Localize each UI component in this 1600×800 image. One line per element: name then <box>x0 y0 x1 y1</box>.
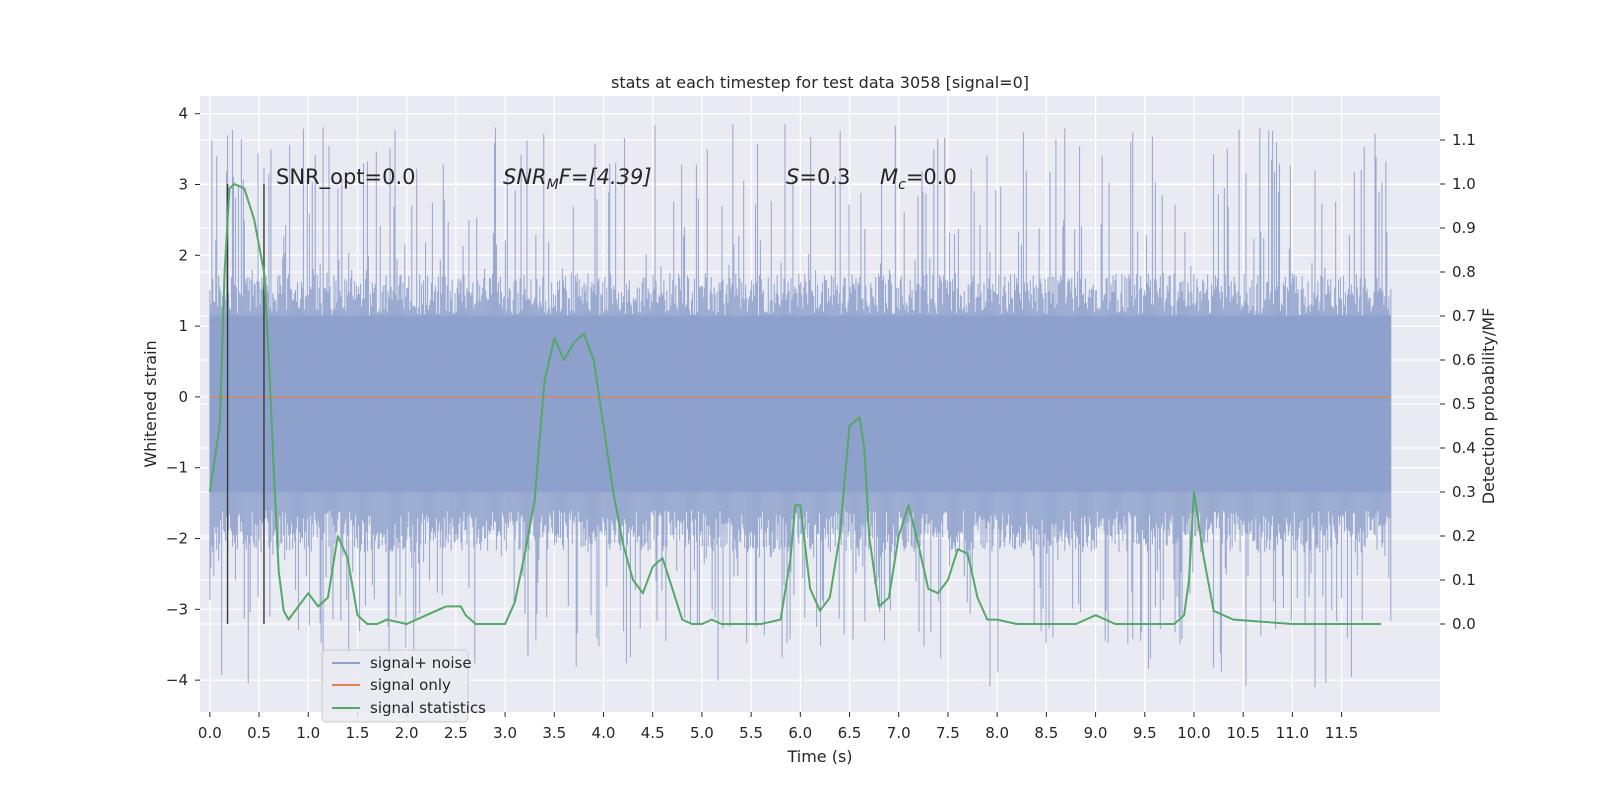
x-tick-label: 0.5 <box>247 724 271 742</box>
annotations: SNR_opt=0.0 SNRMF=[4.39] S=0.3 Mc=0.0 <box>276 165 957 193</box>
s-annotation: S=0.3 <box>786 165 850 189</box>
legend: signal+ noise signal only signal statist… <box>321 649 486 723</box>
x-tick-label: 7.0 <box>887 724 911 742</box>
mc-value: =0.0 <box>906 165 957 189</box>
y-left-tick-label: 1 <box>178 317 188 335</box>
x-tick-label: 2.5 <box>444 724 468 742</box>
y-right-tick-label: 0.7 <box>1452 307 1476 325</box>
y-right-tick-label: 0.4 <box>1452 439 1476 457</box>
x-tick-label: 10.5 <box>1226 724 1259 742</box>
snr-mf-annotation: SNRMF=[4.39] <box>503 165 652 193</box>
y-axis-left-label: Whitened strain <box>141 340 160 467</box>
y-right-tick-label: 0.3 <box>1452 483 1476 501</box>
x-axis-label: Time (s) <box>786 747 852 766</box>
y-right-tick-label: 0.9 <box>1452 219 1476 237</box>
y-left-tick-label: −2 <box>166 530 188 548</box>
x-tick-label: 11.0 <box>1276 724 1309 742</box>
x-tick-label: 0.0 <box>198 724 222 742</box>
x-tick-label: 2.0 <box>395 724 419 742</box>
y-left-tick-label: 4 <box>178 105 188 123</box>
y-right-tick-label: 0.1 <box>1452 571 1476 589</box>
legend-label-signal-noise: signal+ noise <box>370 654 472 672</box>
x-tick-label: 10.0 <box>1177 724 1210 742</box>
y-left-tick-label: −1 <box>166 459 188 477</box>
x-tick-label: 5.0 <box>690 724 714 742</box>
x-tick-label: 4.0 <box>592 724 616 742</box>
mc-annotation: Mc=0.0 <box>880 165 957 193</box>
y-right-tick-label: 0.2 <box>1452 527 1476 545</box>
legend-label-signal-only: signal only <box>370 676 451 694</box>
y-right-tick-label: 0.5 <box>1452 395 1476 413</box>
s-value: =0.3 <box>799 165 850 189</box>
x-tick-label: 4.5 <box>641 724 665 742</box>
x-tick-label: 7.5 <box>936 724 960 742</box>
mc-base: M <box>880 165 898 189</box>
x-tick-label: 11.5 <box>1325 724 1358 742</box>
snr-mf-base: SNR <box>503 165 547 189</box>
y-right-tick-label: 1.1 <box>1452 131 1476 149</box>
snr-opt-annotation: SNR_opt=0.0 <box>276 165 416 190</box>
y-left-tick-label: 0 <box>178 388 188 406</box>
x-tick-label: 9.5 <box>1133 724 1157 742</box>
snr-mf-rest: F=[4.39] <box>559 165 652 189</box>
x-tick-label: 1.5 <box>346 724 370 742</box>
y-axis-right-label: Detection probability/MF <box>1479 308 1498 505</box>
y-right-tick-label: 1.0 <box>1452 175 1476 193</box>
mc-sub: c <box>898 177 906 193</box>
legend-box <box>321 649 469 723</box>
vertical-markers <box>226 184 265 624</box>
signal-statistics-line <box>208 183 1381 625</box>
signal-noise-series <box>209 124 1392 688</box>
x-tick-label: 3.0 <box>493 724 517 742</box>
s-symbol: S <box>786 165 799 189</box>
y-right-tick-label: 0.8 <box>1452 263 1476 281</box>
y-right-tick-label: 0.6 <box>1452 351 1476 369</box>
x-tick-label: 9.0 <box>1084 724 1108 742</box>
x-tick-label: 8.5 <box>1034 724 1058 742</box>
tick-labels: 0.0 0.5 1.0 1.5 2.0 2.5 3.0 3.5 4.0 4.5 5.0 5.5 6.0 6… <box>166 105 1476 742</box>
chart-title: stats at each timestep for test data 305… <box>611 73 1029 92</box>
legend-label-signal-statistics: signal statistics <box>370 699 486 717</box>
x-tick-label: 8.0 <box>985 724 1009 742</box>
x-tick-label: 6.0 <box>788 724 812 742</box>
y-left-tick-label: 3 <box>178 176 188 194</box>
signal-statistics-series <box>208 183 1381 625</box>
noise-core-band <box>209 315 1391 493</box>
y-right-tick-label: 0.0 <box>1452 615 1476 633</box>
snr-mf-sub: M <box>547 177 559 193</box>
y-left-tick-label: −4 <box>166 671 188 689</box>
y-left-tick-label: 2 <box>178 246 188 264</box>
x-tick-label: 5.5 <box>739 724 763 742</box>
x-tick-label: 1.0 <box>296 724 320 742</box>
x-tick-label: 6.5 <box>838 724 862 742</box>
y-left-tick-label: −3 <box>166 600 188 618</box>
x-tick-label: 3.5 <box>542 724 566 742</box>
